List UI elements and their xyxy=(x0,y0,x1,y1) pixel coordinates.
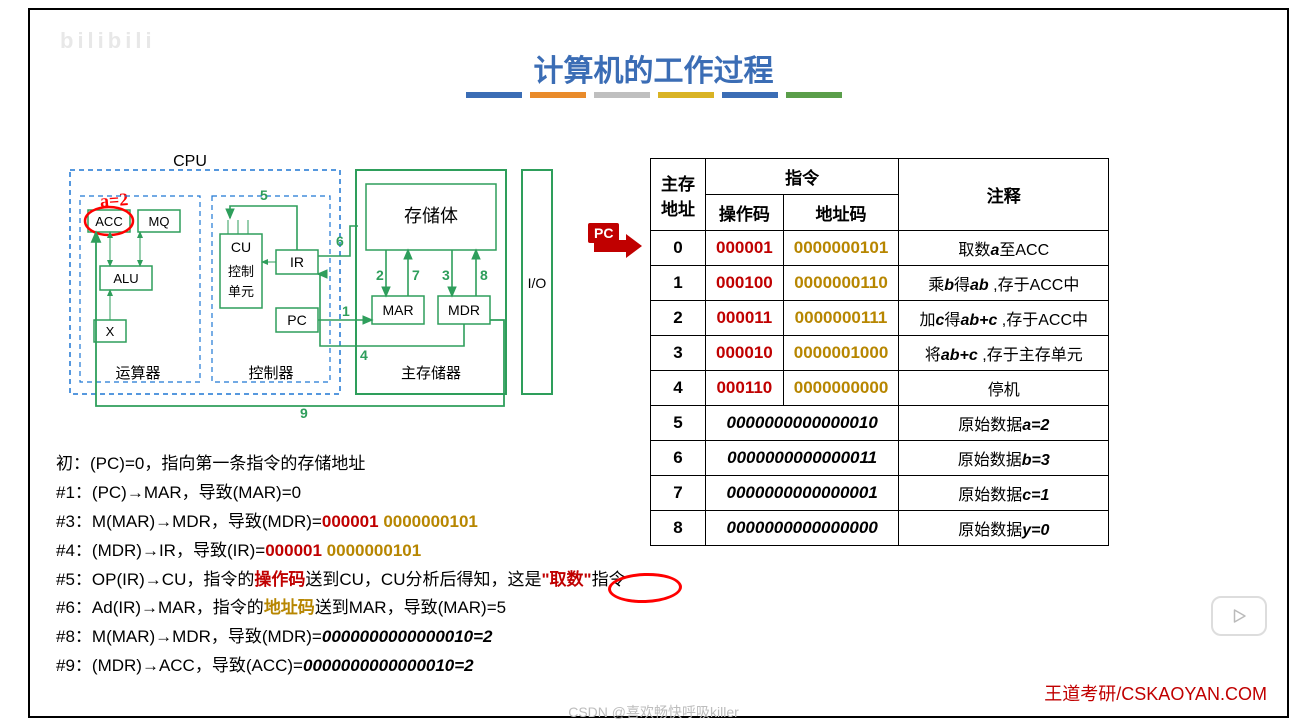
th-op: 操作码 xyxy=(706,195,784,231)
svg-text:4: 4 xyxy=(360,347,368,363)
watermark-bilibili: bilibili xyxy=(60,28,156,54)
footer-brand: 王道考研/CSKAOYAN.COM xyxy=(1044,680,1267,706)
table-row: 20000110000000111加c得ab+c ,存于ACC中 xyxy=(651,301,1109,336)
svg-text:存储体: 存储体 xyxy=(404,206,458,226)
svg-text:I/O: I/O xyxy=(528,275,547,291)
table-row: 30000100000001000将ab+c ,存于主存单元 xyxy=(651,336,1109,371)
memory-table-body: 00000010000000101取数a至ACC1000100000000011… xyxy=(651,231,1109,546)
svg-text:5: 5 xyxy=(260,187,268,203)
step-line: #1：(PC)→MAR，导致(MAR)=0 xyxy=(56,479,626,508)
step-line: #6：Ad(IR)→MAR，指令的地址码送到MAR，导致(MAR)=5 xyxy=(56,594,626,623)
svg-text:9: 9 xyxy=(300,405,308,420)
svg-text:6: 6 xyxy=(336,233,344,249)
svg-text:主存储器: 主存储器 xyxy=(401,365,461,382)
table-row: 70000000000000001原始数据c=1 xyxy=(651,476,1109,511)
svg-text:MDR: MDR xyxy=(448,302,480,318)
video-play-icon[interactable] xyxy=(1211,596,1267,636)
execution-steps: 初：(PC)=0，指向第一条指令的存储地址#1：(PC)→MAR，导致(MAR)… xyxy=(56,450,626,681)
cpu-diagram: CPU 运算器 ACC MQ ALU X 控制器 CU 控制 单元 IR PC … xyxy=(60,150,560,420)
svg-text:控制: 控制 xyxy=(228,264,254,279)
svg-text:MQ: MQ xyxy=(149,214,170,229)
th-instr: 指令 xyxy=(706,159,899,195)
th-addr: 主存地址 xyxy=(651,159,706,231)
table-row: 60000000000000011原始数据b=3 xyxy=(651,441,1109,476)
accent-bars xyxy=(466,92,842,98)
svg-text:IR: IR xyxy=(290,254,304,270)
table-row: 00000010000000101取数a至ACC xyxy=(651,231,1109,266)
svg-text:8: 8 xyxy=(480,267,488,283)
svg-text:单元: 单元 xyxy=(228,284,254,299)
th-comment: 注释 xyxy=(899,159,1109,231)
table-row: 40001100000000000停机 xyxy=(651,371,1109,406)
svg-text:控制器: 控制器 xyxy=(248,365,293,382)
cpu-label: CPU xyxy=(173,153,207,170)
step-line: #9：(MDR)→ACC，导致(ACC)=0000000000000010=2 xyxy=(56,652,626,681)
svg-text:X: X xyxy=(106,324,115,339)
svg-text:运算器: 运算器 xyxy=(115,364,160,382)
svg-text:PC: PC xyxy=(287,312,306,328)
page-title: 计算机的工作过程 xyxy=(534,46,774,90)
pc-pointer: PC xyxy=(592,232,644,265)
step-line: #4：(MDR)→IR，导致(IR)=000001 0000000101 xyxy=(56,537,626,566)
step-line: #3：M(MAR)→MDR，导致(MDR)=000001 0000000101 xyxy=(56,508,626,537)
memory-table: 主存地址 指令 注释 操作码 地址码 00000010000000101取数a至… xyxy=(650,158,1109,546)
svg-text:7: 7 xyxy=(412,267,420,283)
svg-text:1: 1 xyxy=(342,303,350,319)
step-line: #5：OP(IR)→CU，指令的操作码送到CU，CU分析后得知，这是"取数"指令 xyxy=(56,566,626,595)
table-row: 80000000000000000原始数据y=0 xyxy=(651,511,1109,546)
table-row: 50000000000000010原始数据a=2 xyxy=(651,406,1109,441)
th-ac: 地址码 xyxy=(783,195,899,231)
table-row: 10001000000000110乘b得ab ,存于ACC中 xyxy=(651,266,1109,301)
svg-text:CU: CU xyxy=(231,239,251,255)
step-line: #8：M(MAR)→MDR，导致(MDR)=0000000000000010=2 xyxy=(56,623,626,652)
svg-text:MAR: MAR xyxy=(382,302,413,318)
pc-badge: PC xyxy=(588,223,619,243)
svg-text:2: 2 xyxy=(376,267,384,283)
svg-text:ACC: ACC xyxy=(95,214,122,229)
footer-watermark: CSDN @喜欢畅快呼吸killer xyxy=(568,702,739,722)
svg-text:ALU: ALU xyxy=(113,271,138,286)
svg-text:3: 3 xyxy=(442,267,450,283)
step-line: 初：(PC)=0，指向第一条指令的存储地址 xyxy=(56,450,626,479)
